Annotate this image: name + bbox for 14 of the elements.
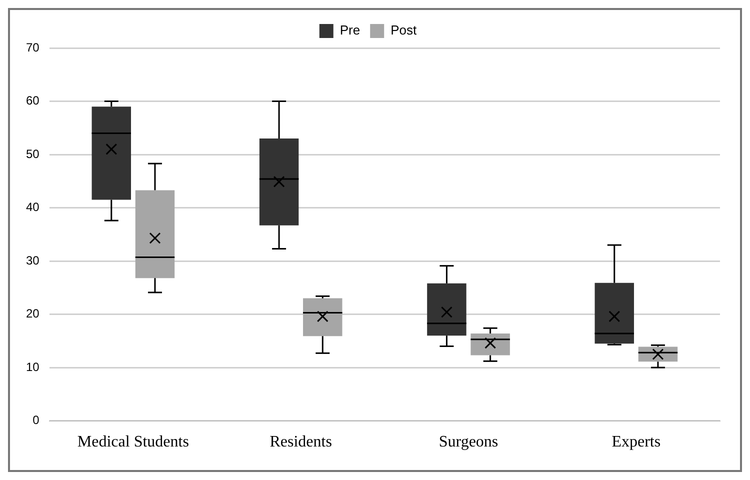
x-tick-label: Medical Students	[77, 434, 189, 451]
y-tick-label: 70	[26, 40, 40, 54]
y-tick-label: 0	[32, 413, 40, 428]
y-tick-label: 50	[26, 146, 40, 161]
x-tick-label: Experts	[612, 434, 661, 451]
y-tick-label: 10	[26, 360, 40, 374]
legend-label: Post	[390, 22, 418, 38]
y-tick-label: 20	[26, 306, 40, 321]
x-tick-label: Residents	[270, 434, 332, 451]
y-tick-label: 40	[26, 200, 40, 214]
legend-label: Pre	[340, 22, 360, 38]
x-tick-label: Surgeons	[438, 434, 498, 451]
y-tick-label: 60	[26, 94, 40, 108]
y-tick-label: 30	[26, 253, 40, 268]
